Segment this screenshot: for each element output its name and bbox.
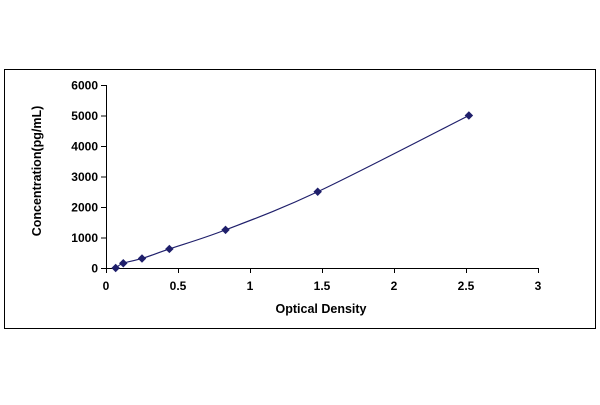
data-point: [221, 225, 230, 235]
data-point: [111, 263, 120, 273]
x-tick-label: 2: [391, 279, 398, 293]
y-tick-label: 5000: [71, 109, 98, 123]
y-tick-label: 1000: [71, 231, 98, 245]
x-axis-title: Optical Density: [276, 302, 367, 316]
y-axis-ticks: 0 1000 2000 3000 4000 5000 6000: [71, 79, 106, 276]
x-tick-label: 1.5: [314, 279, 331, 293]
x-tick-label: 2.5: [458, 279, 475, 293]
data-point: [119, 258, 128, 268]
y-tick-label: 0: [91, 262, 98, 276]
y-tick-label: 2000: [71, 201, 98, 215]
y-tick-label: 6000: [71, 79, 98, 93]
data-point: [464, 111, 474, 120]
series-points: [111, 111, 474, 273]
x-tick-label: 3: [535, 279, 542, 293]
y-tick-label: 3000: [71, 170, 98, 184]
data-point: [165, 244, 174, 254]
data-point: [313, 187, 322, 196]
x-tick-label: 0: [103, 279, 110, 293]
x-tick-label: 1: [247, 279, 254, 293]
y-axis-title: Concentration(pg/mL): [30, 106, 44, 237]
y-tick-label: 4000: [71, 140, 98, 154]
chart-border: [4, 69, 596, 329]
x-axis-ticks: 0 0.5 1 1.5 2 2.5 3: [103, 268, 542, 293]
x-tick-label: 0.5: [170, 279, 187, 293]
